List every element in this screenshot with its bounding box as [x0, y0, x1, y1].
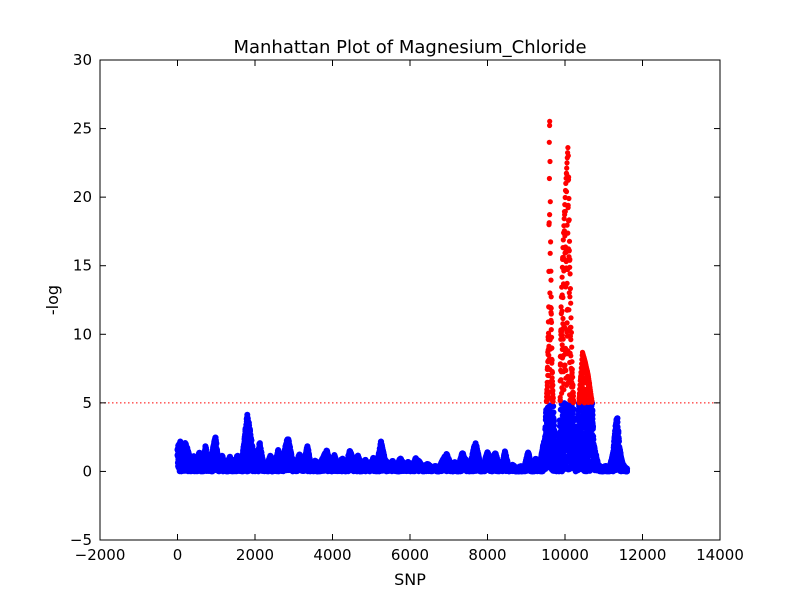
x-axis-label: SNP: [394, 570, 426, 589]
snp-point: [213, 440, 220, 447]
plot-area: −2000 0 2000 4000 6000 8000 10000 12000 14000−50…: [70, 51, 744, 564]
chart-title: Manhattan Plot of Magnesium_Chloride: [233, 37, 586, 58]
y-axis-label: -log: [43, 285, 62, 315]
snp-point: [248, 437, 255, 444]
